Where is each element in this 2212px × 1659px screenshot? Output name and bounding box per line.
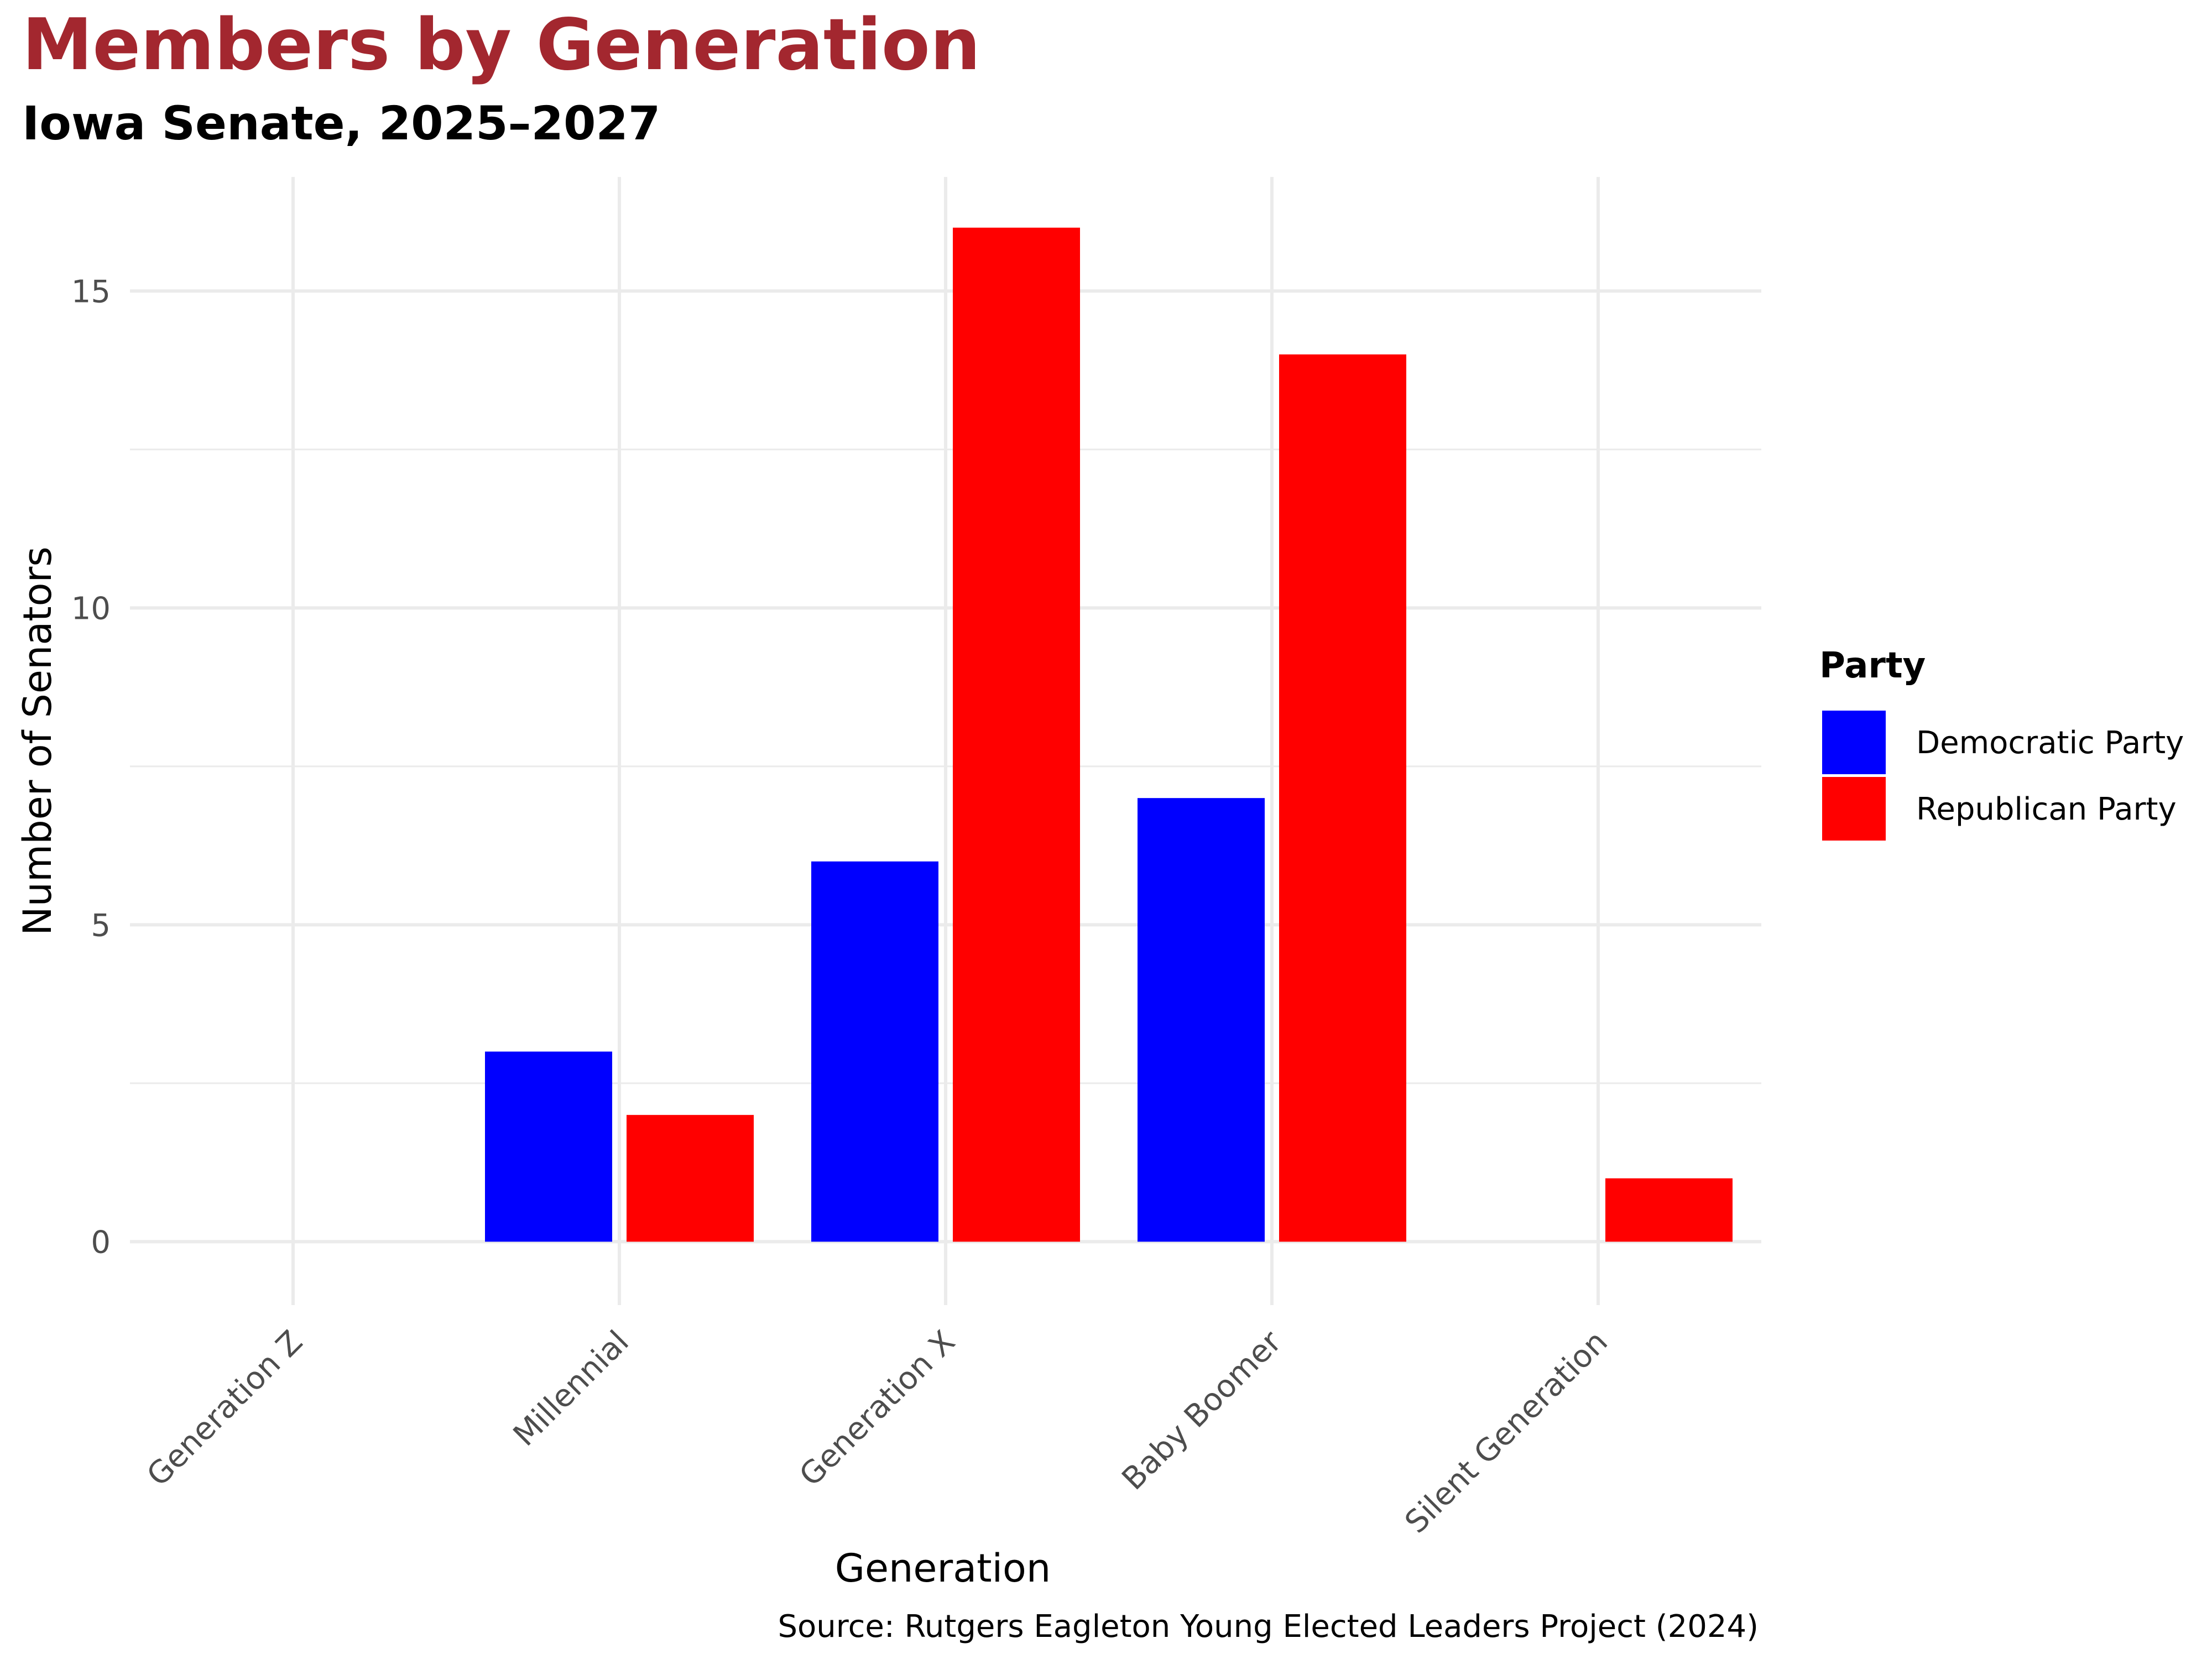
bar-republican-party bbox=[1605, 1178, 1733, 1242]
y-tick-label: 15 bbox=[71, 274, 111, 310]
bar-republican-party bbox=[953, 227, 1080, 1242]
y-axis-title: Number of Senators bbox=[15, 546, 60, 935]
x-tick-label: Millennial bbox=[507, 1324, 636, 1453]
x-tick-label: Silent Generation bbox=[1398, 1324, 1615, 1541]
chart-subtitle: Iowa Senate, 2025–2027 bbox=[22, 96, 661, 150]
bars bbox=[485, 227, 1733, 1242]
x-tick-label: Generation X bbox=[792, 1324, 962, 1494]
bar-republican-party bbox=[1279, 354, 1406, 1242]
bar-democratic-party bbox=[1138, 798, 1265, 1242]
legend-label: Democratic Party bbox=[1916, 725, 2184, 761]
legend: Party Democratic Party Republican Party bbox=[1819, 645, 2184, 841]
bar-democratic-party bbox=[485, 1051, 612, 1242]
y-tick-label: 5 bbox=[91, 907, 111, 943]
x-tick-label: Baby Boomer bbox=[1115, 1323, 1289, 1497]
legend-key-republican-party bbox=[1822, 777, 1886, 841]
legend-key-democratic-party bbox=[1822, 711, 1886, 774]
x-tick-label: Generation Z bbox=[140, 1324, 310, 1494]
x-axis-ticks: Generation Z Millennial Generation X Baby B… bbox=[140, 1323, 1615, 1540]
grid-lines bbox=[130, 177, 1761, 1305]
chart-title: Members by Generation bbox=[22, 4, 980, 86]
y-tick-label: 0 bbox=[91, 1224, 111, 1260]
x-axis-title: Generation bbox=[835, 1546, 1051, 1591]
legend-title: Party bbox=[1819, 645, 1926, 686]
legend-label: Republican Party bbox=[1916, 791, 2177, 827]
bar-republican-party bbox=[627, 1115, 754, 1242]
y-axis-ticks: 0 5 10 15 bbox=[71, 274, 111, 1260]
y-tick-label: 10 bbox=[71, 591, 111, 627]
bar-democratic-party bbox=[811, 861, 938, 1242]
source-caption: Source: Rutgers Eagleton Young Elected L… bbox=[778, 1609, 1759, 1645]
